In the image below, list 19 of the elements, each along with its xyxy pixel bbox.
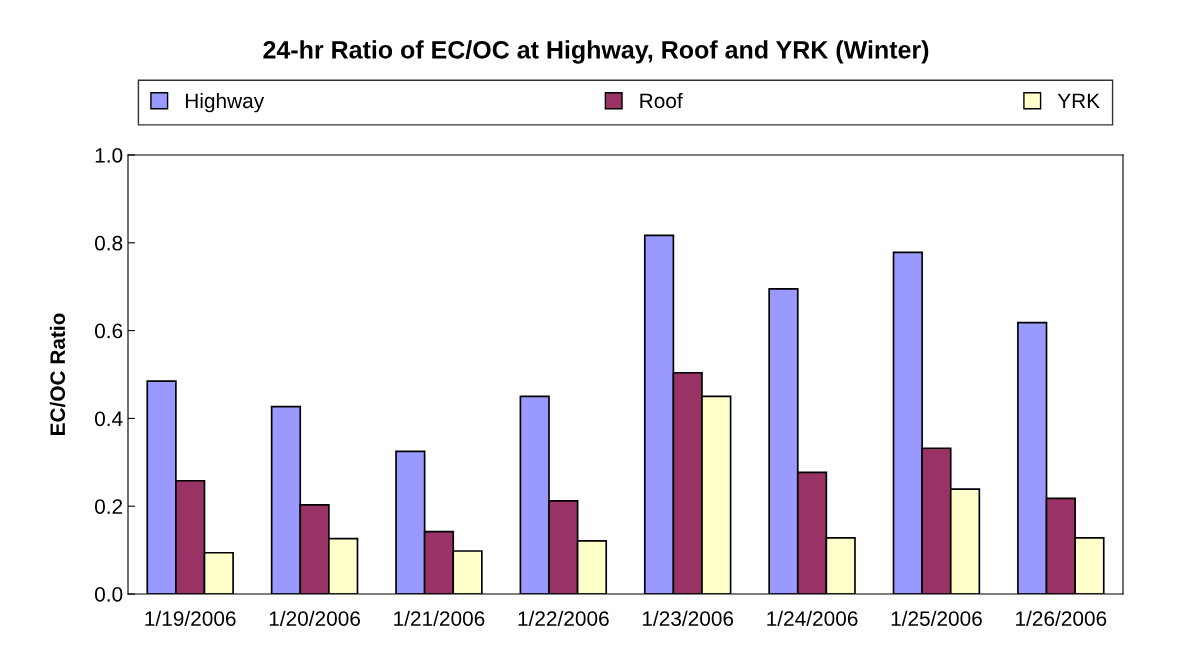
y-tick-label: 0.4 bbox=[94, 411, 123, 427]
y-tick-label: 0.0 bbox=[94, 587, 123, 602]
y-axis-title: EC/OC Ratio bbox=[49, 313, 66, 436]
legend-label: YRK bbox=[1057, 93, 1100, 109]
x-tick-label: 1/23/2006 bbox=[642, 610, 734, 626]
x-tick-label: 1/22/2006 bbox=[518, 610, 609, 626]
y-tick-label: 1.0 bbox=[95, 148, 123, 163]
x-tick-label: 1/24/2006 bbox=[767, 610, 858, 626]
legend-label: Roof bbox=[640, 92, 683, 109]
y-tick-label: 0.2 bbox=[94, 499, 123, 514]
chart-title: 24-hr Ratio of EC/OC at Highway, Roof and YRK (Winter) bbox=[263, 40, 929, 64]
legend-label: Highway bbox=[185, 92, 265, 113]
x-tick-label: 1/26/2006 bbox=[1016, 610, 1107, 626]
x-tick-label: 1/21/2006 bbox=[394, 610, 485, 626]
x-tick-label: 1/25/2006 bbox=[891, 610, 982, 626]
y-tick-label: 0.6 bbox=[94, 323, 123, 339]
x-tick-label: 1/19/2006 bbox=[145, 610, 236, 626]
y-tick-label: 0.8 bbox=[94, 235, 123, 251]
x-tick-label: 1/20/2006 bbox=[269, 610, 360, 626]
